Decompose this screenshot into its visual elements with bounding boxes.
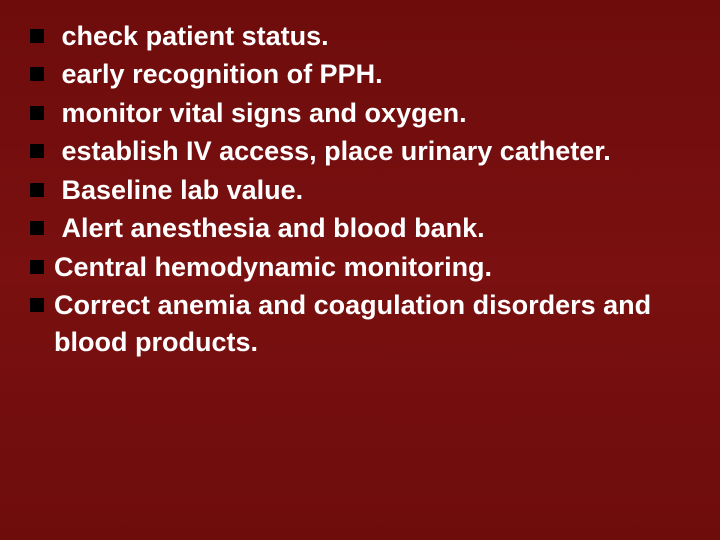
bullet-text: early recognition of PPH.	[54, 56, 690, 92]
bullet-text: check patient status.	[54, 18, 690, 54]
list-item: Baseline lab value.	[30, 172, 690, 208]
slide: check patient status. early recognition …	[0, 0, 720, 540]
square-bullet-icon	[30, 29, 44, 43]
list-item: monitor vital signs and oxygen.	[30, 95, 690, 131]
bullet-text: Baseline lab value.	[54, 172, 690, 208]
list-item: establish IV access, place urinary cathe…	[30, 133, 690, 169]
bullet-list: check patient status. early recognition …	[30, 18, 690, 360]
bullet-text: monitor vital signs and oxygen.	[54, 95, 690, 131]
square-bullet-icon	[30, 67, 44, 81]
square-bullet-icon	[30, 183, 44, 197]
list-item: check patient status.	[30, 18, 690, 54]
square-bullet-icon	[30, 144, 44, 158]
list-item: early recognition of PPH.	[30, 56, 690, 92]
list-item: Correct anemia and coagulation disorders…	[30, 287, 690, 360]
square-bullet-icon	[30, 298, 44, 312]
bullet-text: Central hemodynamic monitoring.	[54, 249, 690, 285]
square-bullet-icon	[30, 221, 44, 235]
list-item: Alert anesthesia and blood bank.	[30, 210, 690, 246]
list-item: Central hemodynamic monitoring.	[30, 249, 690, 285]
bullet-text: Correct anemia and coagulation disorders…	[54, 287, 690, 360]
bullet-text: establish IV access, place urinary cathe…	[54, 133, 690, 169]
square-bullet-icon	[30, 106, 44, 120]
square-bullet-icon	[30, 260, 44, 274]
bullet-text: Alert anesthesia and blood bank.	[54, 210, 690, 246]
